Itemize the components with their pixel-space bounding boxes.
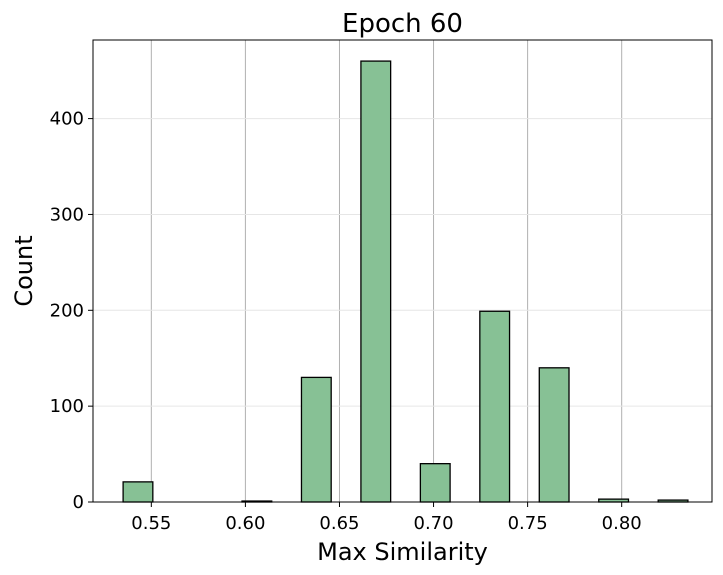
x-axis-label: Max Similarity — [317, 538, 488, 566]
histogram-bar — [538, 367, 570, 503]
x-tick-label: 0.75 — [508, 513, 548, 534]
x-tick-label: 0.55 — [131, 513, 171, 534]
histogram-bar — [360, 60, 392, 503]
x-tick-label: 0.65 — [319, 513, 359, 534]
y-tick-label: 300 — [50, 204, 84, 225]
histogram-bar — [419, 463, 451, 503]
histogram-bar — [479, 310, 511, 503]
y-axis-label: Count — [10, 235, 38, 306]
plot-frame — [92, 39, 713, 503]
chart-title: Epoch 60 — [342, 9, 463, 39]
y-tick-label: 200 — [50, 300, 84, 321]
y-tick-label: 100 — [50, 396, 84, 417]
histogram-bar — [122, 481, 154, 503]
histogram-bar — [300, 376, 332, 503]
grid-lines — [93, 40, 712, 503]
histogram-bars — [122, 60, 689, 503]
x-axis-ticks: 0.55 0.60 0.65 0.70 0.75 0.80 — [131, 502, 642, 534]
x-tick-label: 0.70 — [414, 513, 454, 534]
x-tick-label: 0.60 — [225, 513, 265, 534]
y-tick-label: 400 — [50, 109, 84, 130]
y-axis-ticks: 0 100 200 300 400 — [50, 109, 93, 513]
y-tick-label: 0 — [73, 492, 84, 513]
x-tick-label: 0.80 — [602, 513, 642, 534]
